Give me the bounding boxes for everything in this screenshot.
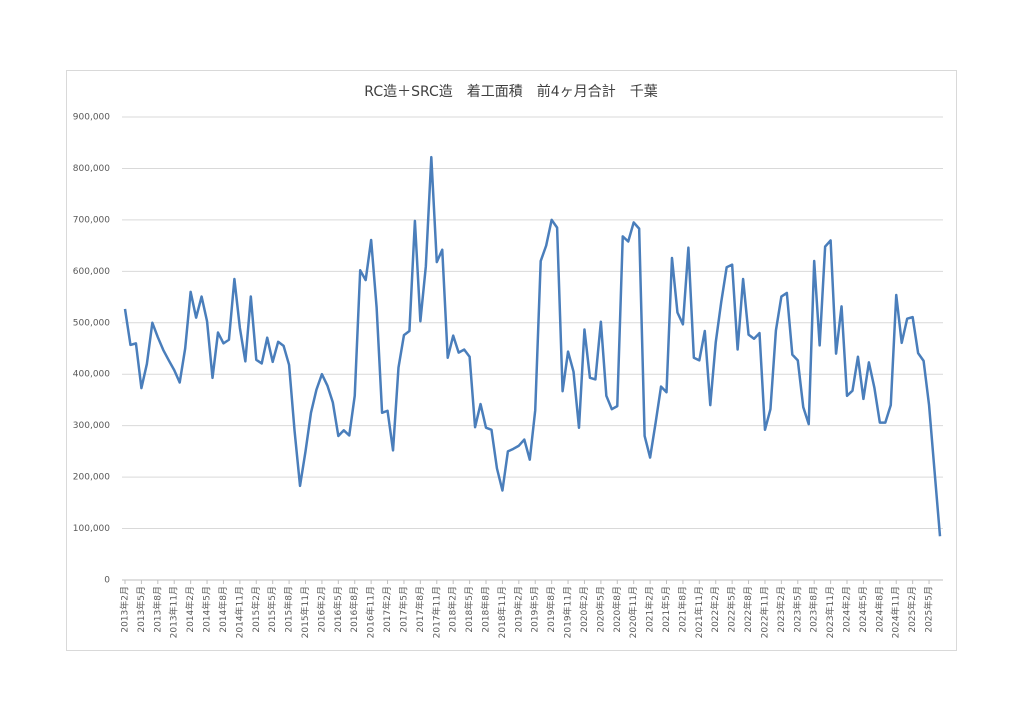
x-tick-label: 2014年8月	[217, 586, 229, 633]
x-tick-label: 2017年8月	[414, 586, 426, 633]
y-tick-label: 600,000	[73, 267, 110, 277]
x-tick-label: 2022年11月	[758, 586, 770, 638]
x-tick-label: 2015年11月	[299, 586, 311, 638]
x-tick-label: 2016年8月	[348, 586, 360, 633]
x-tick-label: 2014年5月	[201, 586, 213, 633]
x-tick-label: 2015年5月	[266, 586, 278, 633]
x-tick-label: 2021年11月	[693, 586, 705, 638]
y-tick-label: 500,000	[73, 318, 110, 328]
x-tick-label: 2024年8月	[873, 586, 885, 633]
x-tick-label: 2018年5月	[463, 586, 475, 633]
x-tick-label: 2013年8月	[151, 586, 163, 633]
y-tick-label: 200,000	[73, 473, 110, 483]
x-tick-label: 2024年5月	[857, 586, 869, 633]
x-tick-label: 2016年2月	[315, 586, 327, 633]
chart-frame	[66, 70, 957, 651]
x-tick-label: 2022年8月	[742, 586, 754, 633]
y-tick-label: 0	[104, 576, 110, 586]
x-tick-label: 2019年11月	[562, 586, 574, 638]
x-tick-label: 2013年11月	[168, 586, 180, 638]
x-tick-label: 2018年11月	[496, 586, 508, 638]
x-tick-label: 2024年11月	[890, 586, 902, 638]
x-tick-label: 2023年2月	[775, 586, 787, 633]
x-tick-label: 2022年5月	[726, 586, 738, 633]
x-tick-label: 2025年2月	[906, 586, 918, 633]
y-tick-label: 800,000	[73, 164, 110, 174]
x-tick-label: 2019年8月	[545, 586, 557, 633]
y-tick-label: 100,000	[73, 524, 110, 534]
x-tick-label: 2017年2月	[381, 586, 393, 633]
x-tick-label: 2018年2月	[447, 586, 459, 633]
x-tick-label: 2018年8月	[480, 586, 492, 633]
y-tick-label: 700,000	[73, 215, 110, 225]
data-line	[123, 155, 942, 537]
x-tick-label: 2017年5月	[397, 586, 409, 633]
x-tick-label: 2015年8月	[283, 586, 295, 633]
x-tick-label: 2020年5月	[594, 586, 606, 633]
x-tick-label: 2021年5月	[660, 586, 672, 633]
x-tick-label: 2016年11月	[365, 586, 377, 638]
x-tick-label: 2020年8月	[611, 586, 623, 633]
x-tick-label: 2020年2月	[578, 586, 590, 633]
x-tick-label: 2014年2月	[184, 586, 196, 633]
x-tick-label: 2016年5月	[332, 586, 344, 633]
x-tick-label: 2019年2月	[512, 586, 524, 633]
x-tick-label: 2020年11月	[627, 586, 639, 638]
y-tick-label: 400,000	[73, 370, 110, 380]
x-tick-label: 2025年5月	[923, 586, 935, 633]
x-tick-label: 2021年8月	[676, 586, 688, 633]
x-tick-label: 2023年8月	[808, 586, 820, 633]
chart-title: RC造＋SRC造 着工面積 前4ヶ月合計 千葉	[364, 83, 657, 100]
y-tick-label: 300,000	[73, 421, 110, 431]
x-tick-label: 2023年11月	[824, 586, 836, 638]
x-tick-label: 2014年11月	[233, 586, 245, 638]
x-tick-label: 2017年11月	[430, 586, 442, 638]
x-tick-label: 2013年5月	[135, 586, 147, 633]
x-tick-label: 2022年2月	[709, 586, 721, 633]
x-tick-label: 2023年5月	[791, 586, 803, 633]
x-tick-label: 2024年2月	[841, 586, 853, 633]
x-tick-label: 2015年2月	[250, 586, 262, 633]
x-tick-label: 2013年2月	[119, 586, 131, 633]
x-tick-label: 2019年5月	[529, 586, 541, 633]
x-tick-label: 2021年2月	[644, 586, 656, 633]
y-tick-label: 900,000	[73, 113, 110, 123]
